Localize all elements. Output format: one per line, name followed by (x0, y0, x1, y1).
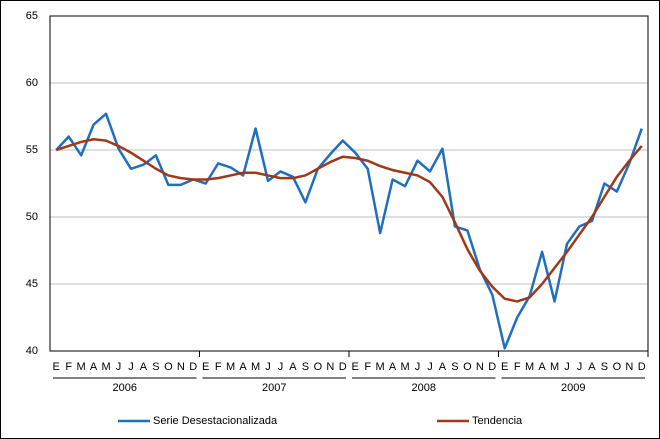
y-tick-label: 65 (26, 10, 38, 22)
x-tick-label: E (352, 361, 359, 373)
x-tick-label: N (625, 361, 633, 373)
legend-label: Tendencia (472, 415, 523, 427)
x-tick-label: O (164, 361, 173, 373)
x-tick-label: A (439, 361, 447, 373)
x-tick-label: A (389, 361, 397, 373)
x-tick-label: M (77, 361, 86, 373)
x-tick-label: A (588, 361, 596, 373)
x-tick-label: O (613, 361, 622, 373)
x-tick-label: A (140, 361, 148, 373)
year-label: 2007 (262, 382, 286, 394)
x-tick-label: S (601, 361, 608, 373)
y-tick-label: 40 (26, 345, 38, 357)
x-tick-label: J (427, 361, 433, 373)
legend-label: Serie Desestacionalizada (153, 415, 278, 427)
x-tick-label: E (202, 361, 209, 373)
x-tick-label: O (463, 361, 472, 373)
x-tick-label: A (90, 361, 98, 373)
x-tick-label: N (177, 361, 185, 373)
x-tick-label: M (400, 361, 409, 373)
y-tick-label: 50 (26, 211, 38, 223)
y-tick-label: 60 (26, 77, 38, 89)
x-tick-label: S (302, 361, 309, 373)
x-tick-label: J (415, 361, 421, 373)
year-label: 2008 (412, 382, 436, 394)
x-tick-label: E (501, 361, 508, 373)
x-tick-label: F (65, 361, 72, 373)
year-label: 2006 (113, 382, 137, 394)
x-tick-label: O (314, 361, 323, 373)
x-tick-label: M (525, 361, 534, 373)
x-tick-label: E (53, 361, 60, 373)
x-tick-label: F (215, 361, 222, 373)
x-tick-label: F (364, 361, 371, 373)
x-tick-label: J (278, 361, 284, 373)
x-tick-label: D (189, 361, 197, 373)
x-tick-label: J (128, 361, 134, 373)
year-label: 2009 (561, 382, 585, 394)
x-tick-label: M (101, 361, 110, 373)
x-tick-label: A (239, 361, 247, 373)
x-tick-label: A (289, 361, 297, 373)
x-tick-label: M (226, 361, 235, 373)
x-tick-label: A (538, 361, 546, 373)
x-tick-label: D (488, 361, 496, 373)
x-tick-label: S (451, 361, 458, 373)
x-tick-label: M (550, 361, 559, 373)
y-tick-label: 45 (26, 278, 38, 290)
x-tick-label: N (326, 361, 334, 373)
x-tick-label: S (152, 361, 159, 373)
x-tick-label: M (251, 361, 260, 373)
x-tick-label: N (476, 361, 484, 373)
x-tick-label: J (564, 361, 570, 373)
y-tick-label: 55 (26, 144, 38, 156)
x-tick-label: J (265, 361, 271, 373)
x-tick-label: D (339, 361, 347, 373)
series-line (55, 138, 643, 303)
series-line (55, 112, 643, 350)
x-tick-label: J (116, 361, 122, 373)
x-tick-label: J (577, 361, 583, 373)
x-tick-label: M (376, 361, 385, 373)
x-tick-label: D (638, 361, 646, 373)
x-tick-label: F (514, 361, 521, 373)
